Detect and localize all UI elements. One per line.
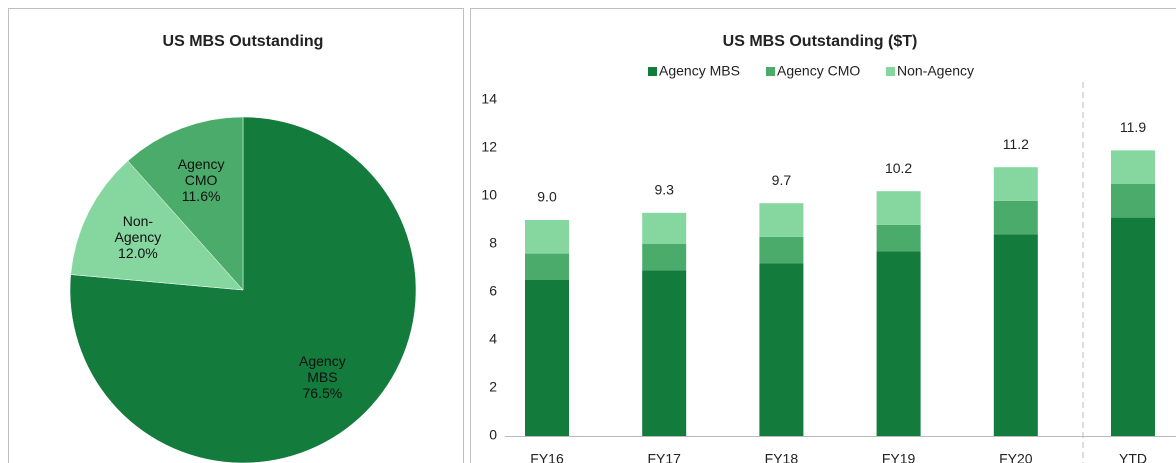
- bar-segment: [525, 253, 569, 280]
- x-tick-label: FY20: [999, 451, 1033, 463]
- bar-segment: [759, 236, 804, 264]
- pie-label-name: Non-Agency: [114, 213, 162, 246]
- total-label: 9.3: [654, 182, 674, 198]
- total-label: 10.2: [885, 160, 912, 176]
- total-label: 11.9: [1120, 119, 1146, 135]
- pie-label-value: 12.0%: [118, 245, 158, 262]
- x-tick-label: YTD: [1119, 451, 1147, 463]
- x-tick-label: FY18: [765, 451, 799, 463]
- bar-segment: [642, 244, 687, 271]
- bar-segment: [1111, 150, 1155, 184]
- legend-swatch: [766, 67, 775, 76]
- y-tick-label: 12: [481, 139, 497, 155]
- pie-label-value: 76.5%: [302, 384, 343, 401]
- bar-segment: [993, 200, 1038, 235]
- pie-label-value: 11.6%: [181, 188, 221, 205]
- legend-label: Non-Agency: [897, 63, 974, 79]
- total-label: 9.0: [537, 189, 557, 205]
- x-tick-label: FY17: [647, 451, 681, 463]
- bar-frame: [470, 8, 1176, 463]
- bar-segment: [876, 251, 921, 436]
- y-tick-label: 6: [489, 283, 497, 299]
- pie-label: Non-Agency 12.0%: [107, 213, 169, 261]
- legend-label: Agency CMO: [777, 63, 860, 79]
- total-label: 11.2: [1003, 136, 1029, 152]
- pie-slice: [70, 160, 244, 291]
- total-label: 9.7: [772, 172, 792, 188]
- pie-label-name: Agency MBS: [299, 352, 346, 385]
- y-tick-label: 14: [481, 91, 497, 107]
- pie-label: Agency CMO 11.6%: [170, 156, 232, 204]
- bar-segment: [525, 220, 569, 254]
- y-tick-label: 8: [489, 235, 497, 251]
- bar-segment: [759, 203, 804, 237]
- pie-label-name: Agency CMO: [177, 156, 225, 189]
- bar-title: US MBS Outstanding ($T): [723, 33, 918, 50]
- x-tick-label: FY19: [882, 451, 916, 463]
- pie-frame: [8, 8, 464, 463]
- x-tick-label: FY16: [530, 451, 564, 463]
- y-tick-label: 2: [489, 379, 497, 395]
- bar-segment: [993, 234, 1038, 436]
- y-tick-label: 0: [489, 427, 497, 443]
- pie-slice: [127, 116, 244, 291]
- bar-segment: [993, 167, 1038, 201]
- bar-segment: [1111, 217, 1155, 436]
- bar-segment: [876, 191, 921, 225]
- bar-segment: [876, 224, 921, 252]
- legend-swatch: [886, 67, 895, 76]
- bar-segment: [525, 280, 569, 436]
- legend-swatch: [648, 67, 657, 76]
- pie-title: US MBS Outstanding: [163, 33, 324, 50]
- legend-label: Agency MBS: [659, 63, 740, 79]
- pie-label: Agency MBS 76.5%: [291, 353, 353, 401]
- y-tick-label: 10: [481, 187, 497, 203]
- bar-segment: [1111, 184, 1155, 218]
- bar-segment: [642, 270, 687, 436]
- bar-segment: [759, 263, 804, 436]
- bar-segment: [642, 212, 687, 244]
- y-tick-label: 4: [489, 331, 497, 347]
